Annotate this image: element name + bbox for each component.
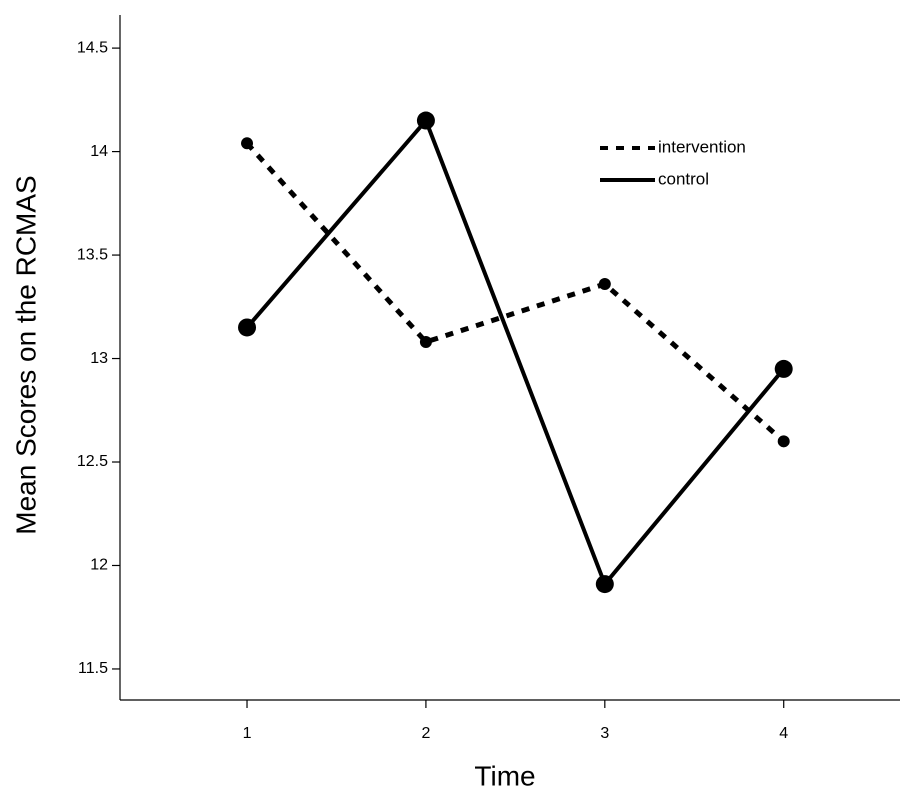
x-tick-label: 2 <box>421 725 430 742</box>
legend-label: intervention <box>658 137 746 156</box>
y-tick-label: 11.5 <box>78 660 108 677</box>
data-point <box>416 111 435 130</box>
data-point <box>241 137 254 150</box>
y-tick-label: 12.5 <box>77 453 108 470</box>
series-line <box>245 141 786 444</box>
y-tick-label: 13.5 <box>77 246 108 263</box>
y-tick-label: 13 <box>90 350 108 367</box>
y-axis-title: Mean Scores on the RCMAS <box>10 175 41 535</box>
y-tick-label: 14 <box>90 143 108 160</box>
data-point <box>238 318 257 337</box>
data-point <box>777 435 790 448</box>
x-tick-label: 4 <box>779 725 788 742</box>
x-axis-title: Time <box>474 760 535 791</box>
data-point <box>419 335 432 348</box>
y-tick-label: 14.5 <box>77 39 108 56</box>
data-point <box>774 359 793 378</box>
x-tick-label: 1 <box>243 725 252 742</box>
x-tick-label: 3 <box>600 725 609 742</box>
data-point <box>598 278 611 291</box>
data-point <box>595 575 614 594</box>
series-line <box>245 116 786 589</box>
legend-label: control <box>658 169 709 188</box>
y-tick-label: 12 <box>90 557 108 574</box>
